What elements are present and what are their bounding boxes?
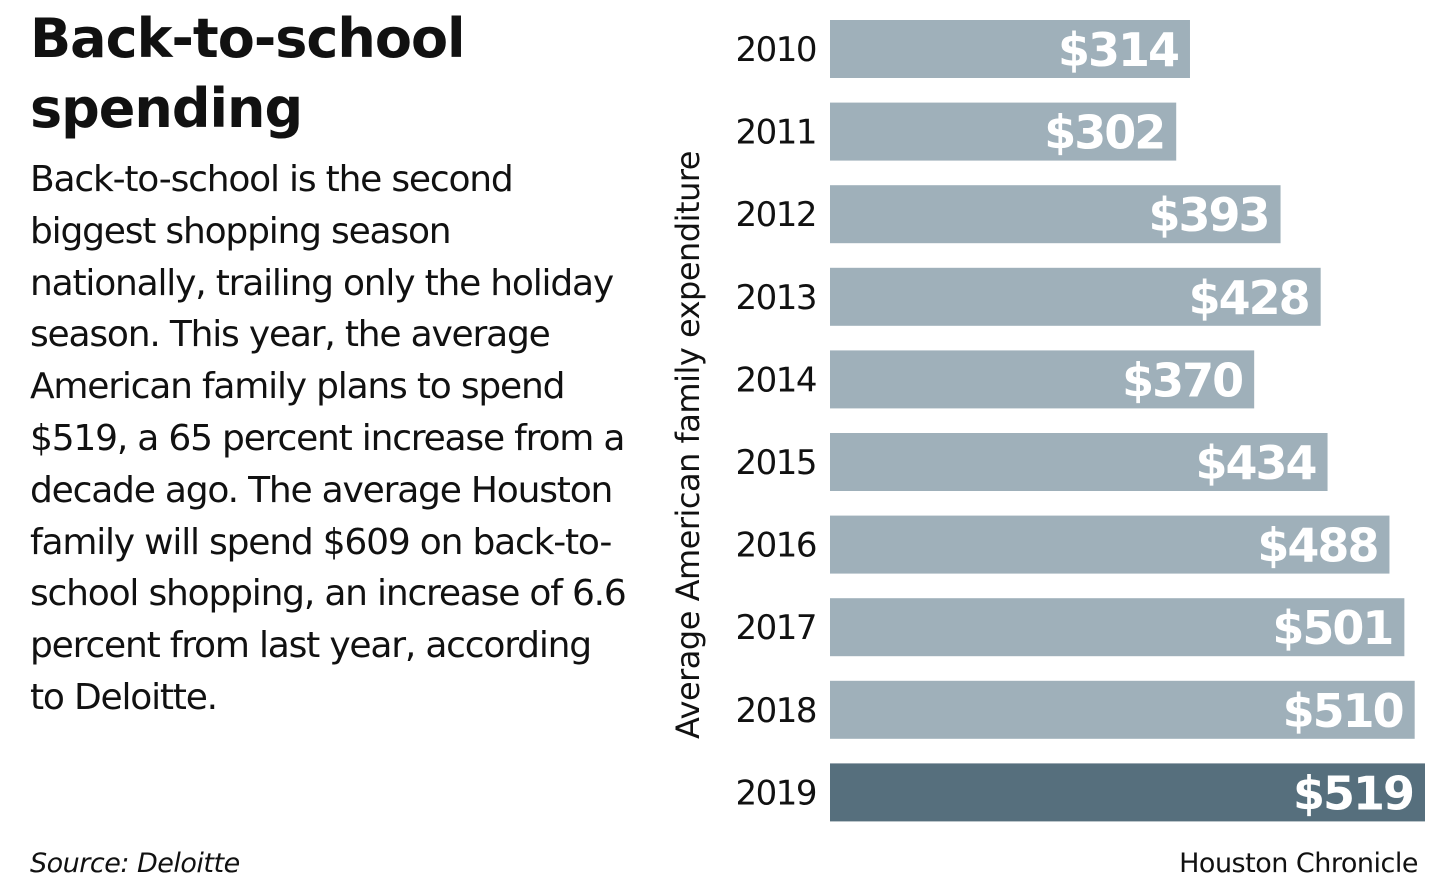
description-text: Back-to-school is the second biggest sho…: [30, 159, 627, 718]
category-label-2016: 2016: [735, 526, 816, 566]
bar-2014: [830, 350, 1255, 409]
credit-note: Houston Chronicle: [1179, 848, 1418, 879]
bar-2017: [830, 598, 1405, 657]
data-label-2015: $434: [1196, 436, 1316, 490]
data-label-2016: $488: [1257, 519, 1377, 573]
chart-title: Back-to-school spending: [30, 7, 466, 140]
category-label-2010: 2010: [735, 30, 816, 70]
bar-2010: [830, 20, 1190, 78]
category-label-2013: 2013: [735, 278, 816, 318]
category-label-2019: 2019: [735, 773, 816, 813]
category-label-2014: 2014: [735, 360, 816, 400]
data-label-2010: $314: [1058, 23, 1178, 77]
data-label-2018: $510: [1283, 684, 1403, 738]
data-label-2013: $428: [1189, 271, 1309, 325]
source-note: Source: Deloitte: [30, 848, 240, 879]
data-label-2017: $501: [1272, 601, 1392, 655]
bar-2018: [830, 680, 1415, 739]
data-label-2014: $370: [1122, 353, 1242, 407]
data-label-2012: $393: [1149, 188, 1269, 242]
bar-2019: [830, 763, 1425, 822]
category-label-2017: 2017: [735, 608, 816, 648]
bar-2011: [830, 102, 1177, 161]
category-label-2011: 2011: [735, 113, 816, 153]
category-label-2012: 2012: [735, 195, 816, 235]
bar-2015: [830, 433, 1328, 491]
bar-2016: [830, 515, 1390, 574]
bar-2012: [830, 185, 1281, 244]
data-label-2011: $302: [1044, 106, 1164, 160]
bar-2013: [830, 267, 1321, 326]
category-label-2018: 2018: [735, 691, 816, 731]
category-label-2015: 2015: [735, 443, 816, 483]
data-label-2019: $519: [1293, 766, 1413, 820]
